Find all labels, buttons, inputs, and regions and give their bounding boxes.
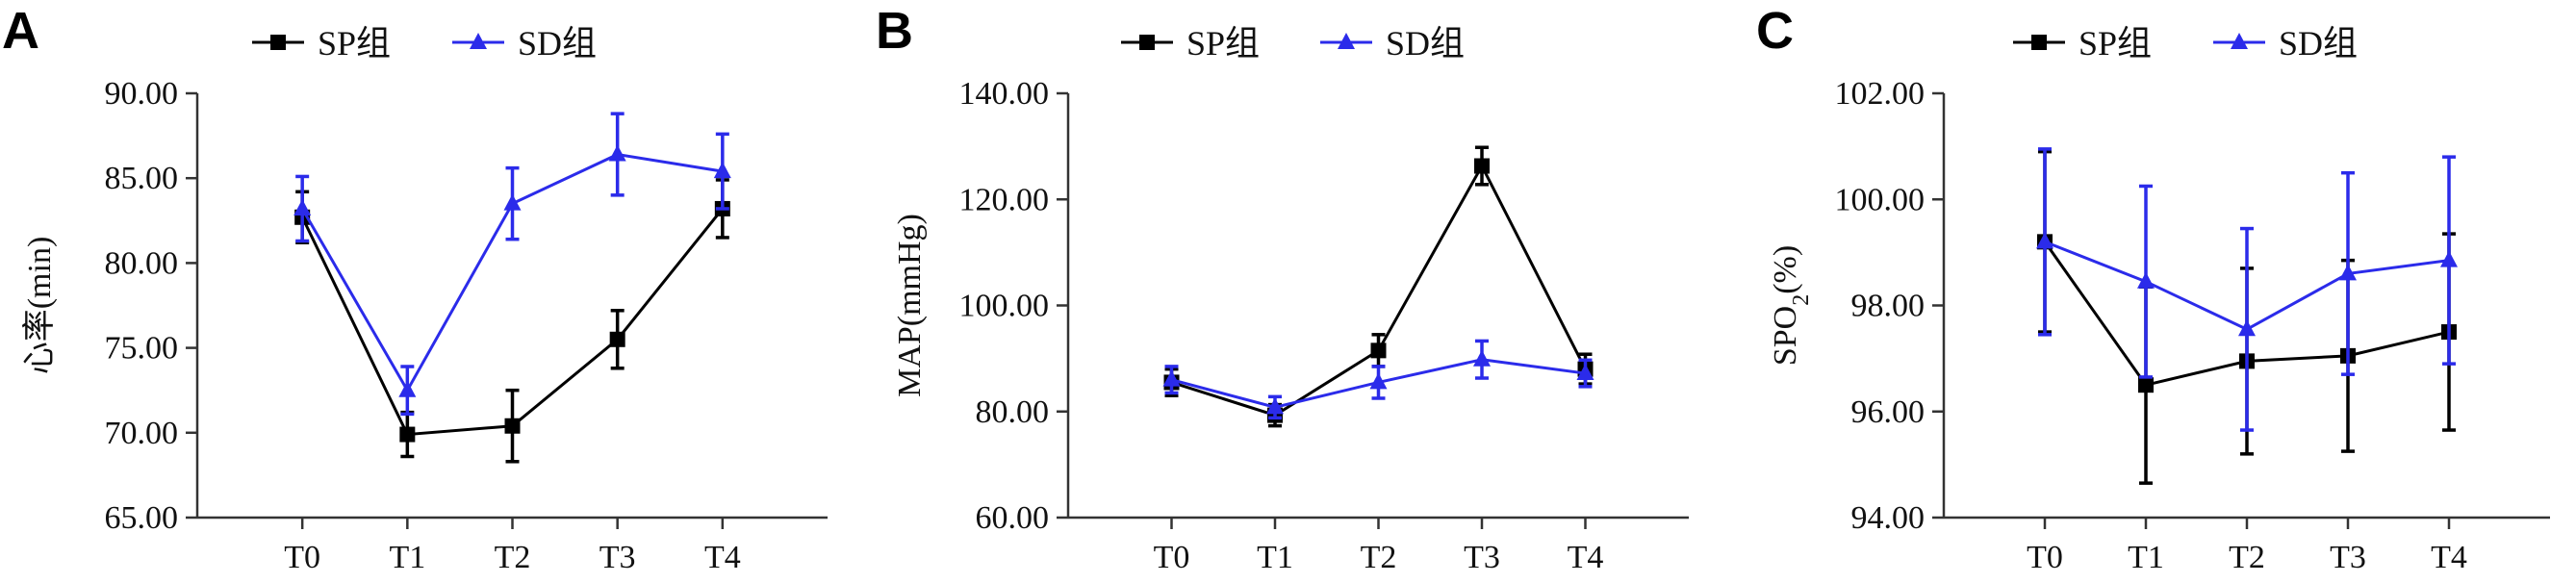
x-tick-label: T0 <box>1154 540 1190 575</box>
legend-item-sd: SD组 <box>452 24 597 63</box>
data-point <box>1370 342 1387 359</box>
x-tick-label: T2 <box>495 540 531 575</box>
legend-marker <box>2031 35 2047 50</box>
data-point <box>1369 372 1388 390</box>
y-tick-label: 65.00 <box>105 500 179 536</box>
y-tick-label: 60.00 <box>976 500 1050 536</box>
data-point <box>1266 397 1284 415</box>
x-tick-label: T0 <box>284 540 320 575</box>
x-tick-label: T3 <box>599 540 636 575</box>
chart-panel-b: B 60.00 80.00 100.00 120.00 140.00 T0 T1 T2 T3 T4 M… <box>876 2 1689 575</box>
data-point <box>2036 232 2053 249</box>
series-sd <box>1162 339 1594 420</box>
series-sd <box>2036 147 2458 432</box>
data-point <box>398 380 417 397</box>
panel-letter: C <box>1756 2 1794 60</box>
x-tick-label: T3 <box>2330 540 2366 575</box>
legend-label: SD组 <box>518 24 597 63</box>
x-tick-label: T0 <box>2027 540 2063 575</box>
data-point <box>1162 369 1181 387</box>
chart-panel-a: A 65.00 70.00 75.00 80.00 85.00 90.00 T0 T1 T2 T3 T… <box>2 2 828 575</box>
y-tick-label: 70.00 <box>105 416 179 451</box>
y-tick-label: 94.00 <box>1851 500 1926 536</box>
x-tick-label: T4 <box>704 540 741 575</box>
legend-marker <box>1139 35 1155 50</box>
x-tick-label: T2 <box>1361 540 1397 575</box>
legend-item-sd: SD组 <box>2213 24 2358 63</box>
data-point <box>1474 158 1490 174</box>
data-point <box>293 198 312 215</box>
data-point <box>2440 250 2458 267</box>
legend-item-sd: SD组 <box>1320 24 1465 63</box>
data-point <box>2138 377 2154 393</box>
legend-label: SP组 <box>2079 24 2152 63</box>
data-point <box>609 331 625 347</box>
x-tick-label: T1 <box>2128 540 2164 575</box>
legend-item-sp: SP组 <box>252 24 391 63</box>
data-point <box>504 418 521 434</box>
legend-label: SD组 <box>2279 24 2358 63</box>
y-axis-title: 心率(min) <box>21 237 58 375</box>
data-point <box>399 426 416 443</box>
panel-letter: B <box>876 2 913 60</box>
legend-marker <box>2231 33 2248 49</box>
panel-letter: A <box>2 2 39 60</box>
legend-label: SD组 <box>1386 24 1465 63</box>
x-tick-label: T1 <box>389 540 425 575</box>
y-axis-title: MAP(mmHg) <box>892 214 928 397</box>
x-tick-label: T3 <box>1464 540 1500 575</box>
legend-label: SP组 <box>1186 24 1260 63</box>
y-tick-label: 75.00 <box>105 331 179 367</box>
data-point <box>608 144 626 162</box>
data-point <box>1473 349 1491 367</box>
data-point <box>713 162 731 179</box>
chart-panel-c: C 94.00 96.00 98.00 100.00 102.00 T0 T1 T2 T3 T4 SP… <box>1756 2 2550 575</box>
y-tick-label: 80.00 <box>105 245 179 281</box>
x-tick-label: T4 <box>1568 540 1604 575</box>
legend-marker <box>1338 33 1355 49</box>
legend-marker <box>470 33 487 49</box>
y-tick-label: 102.00 <box>1835 76 1926 112</box>
x-tick-label: T2 <box>2229 540 2265 575</box>
legend-item-sp: SP组 <box>1121 24 1260 63</box>
y-tick-label: 98.00 <box>1851 289 1926 324</box>
y-tick-label: 85.00 <box>105 161 179 196</box>
x-tick-label: T4 <box>2431 540 2467 575</box>
y-tick-label: 80.00 <box>976 394 1050 430</box>
legend-marker <box>270 35 286 50</box>
legend-item-sp: SP组 <box>2013 24 2152 63</box>
y-tick-label: 96.00 <box>1851 394 1926 430</box>
y-tick-label: 100.00 <box>1835 182 1926 217</box>
y-tick-label: 100.00 <box>959 289 1050 324</box>
data-point <box>1576 364 1594 381</box>
data-point <box>2339 264 2357 281</box>
y-axis-title: SPO2(%) <box>1768 245 1814 366</box>
legend-label: SP组 <box>318 24 391 63</box>
x-tick-label: T1 <box>1257 540 1293 575</box>
data-point <box>2137 271 2155 289</box>
data-point <box>503 193 522 211</box>
data-point <box>2238 319 2256 337</box>
y-tick-label: 140.00 <box>959 76 1050 112</box>
series-sd <box>293 112 731 417</box>
y-tick-label: 90.00 <box>105 76 179 112</box>
y-tick-label: 120.00 <box>959 182 1050 217</box>
